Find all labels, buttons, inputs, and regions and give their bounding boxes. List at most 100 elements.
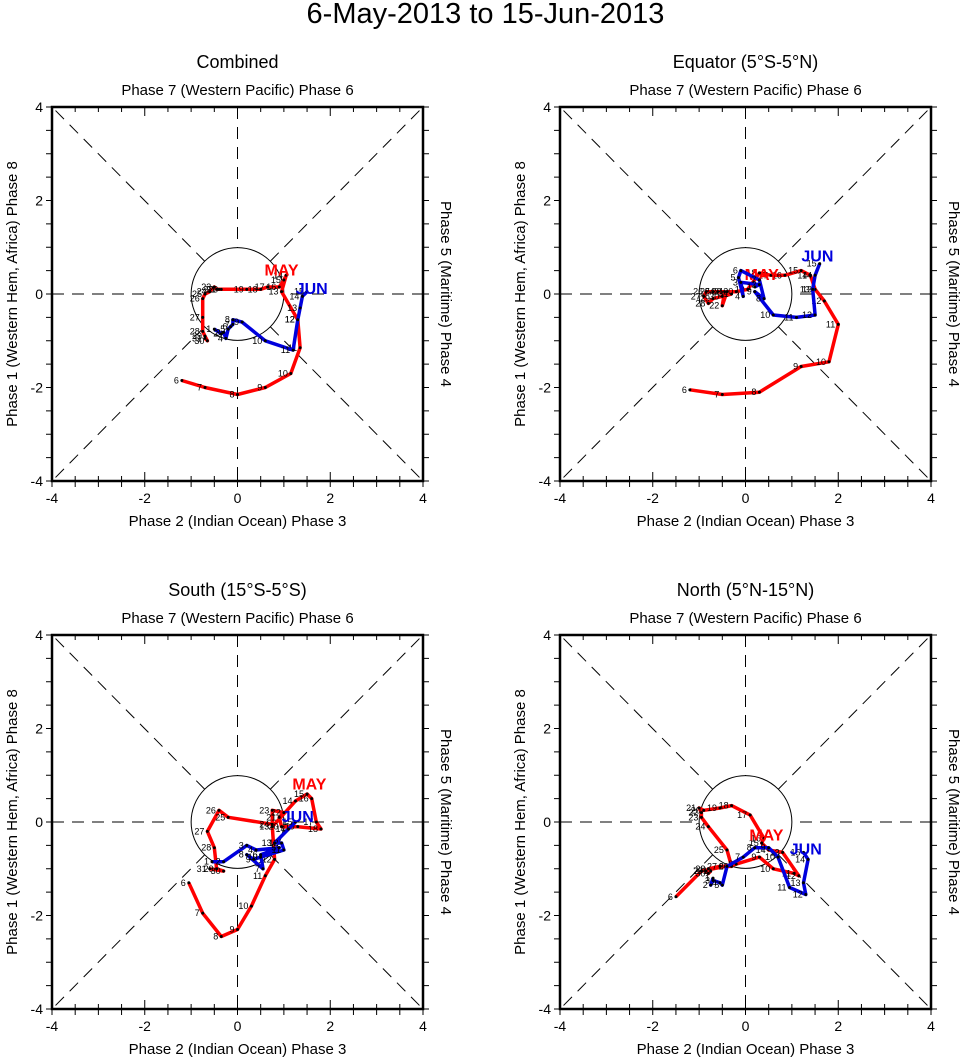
data-point: [725, 864, 729, 868]
day-label: 30: [695, 868, 705, 878]
day-label: 9: [257, 383, 262, 393]
data-point: [827, 360, 831, 364]
x-tick-label: 4: [927, 1018, 935, 1034]
day-label: 23: [259, 805, 269, 815]
day-label: 1: [705, 873, 710, 883]
x-tick-label: -4: [46, 1018, 59, 1034]
day-label: 7: [197, 383, 202, 393]
data-point: [231, 322, 235, 326]
data-point: [720, 294, 724, 298]
top-axis-label: Phase 7 (Western Pacific) Phase 6: [121, 82, 353, 99]
data-point: [252, 857, 256, 861]
day-label: 7: [735, 852, 740, 862]
x-tick-label: 4: [419, 490, 427, 506]
x-tick-label: 2: [834, 490, 842, 506]
data-point: [753, 290, 757, 294]
y-tick-label: -4: [539, 1001, 552, 1017]
y-tick-label: 2: [543, 193, 551, 209]
day-label: 4: [735, 291, 740, 301]
day-label: 16: [751, 833, 761, 843]
panel-2: Equator (5°S-5°N) Phase 7 (Western Pacifi…: [512, 52, 962, 530]
day-label: 7: [195, 908, 200, 918]
top-axis-label: Phase 7 (Western Pacific) Phase 6: [629, 82, 861, 99]
dashed-diagonal-line: [51, 106, 206, 262]
data-point: [187, 881, 191, 885]
panel-title: South (15°S-5°S): [168, 580, 306, 600]
day-label: 30: [709, 291, 719, 301]
day-label: 13: [800, 284, 810, 294]
data-point: [776, 855, 780, 859]
data-point: [795, 315, 799, 319]
data-point: [203, 292, 207, 296]
data-point: [229, 325, 233, 329]
data-point: [741, 294, 745, 298]
day-label: 15: [788, 266, 798, 276]
day-label: 9: [747, 287, 752, 297]
dashed-diagonal-line: [559, 106, 714, 262]
data-point: [208, 867, 212, 871]
data-point: [203, 336, 207, 340]
day-label: 22: [271, 808, 281, 818]
day-label: 7: [255, 864, 260, 874]
day-label: 15: [271, 275, 281, 285]
day-label: 22: [204, 284, 214, 294]
day-label: 14: [282, 796, 292, 806]
y-tick-label: -2: [539, 908, 552, 924]
y-tick-label: -4: [31, 1001, 44, 1017]
day-label: 28: [695, 298, 705, 308]
data-point: [300, 294, 304, 298]
data-point: [674, 895, 678, 899]
day-label: 14: [756, 845, 766, 855]
day-label: 3: [733, 277, 738, 287]
day-label: 9: [234, 317, 239, 327]
data-point: [706, 301, 710, 305]
day-label: 18: [719, 801, 729, 811]
data-point: [783, 273, 787, 277]
day-label: 6: [682, 385, 687, 395]
day-label: 22: [688, 808, 698, 818]
day-label: 2: [703, 880, 708, 890]
day-label: 27: [194, 826, 204, 836]
day-label: 12: [802, 310, 812, 320]
day-label: 12: [793, 889, 803, 899]
day-label: 12: [811, 296, 821, 306]
day-label: 21: [266, 812, 276, 822]
x-tick-label: 0: [742, 1018, 750, 1034]
day-label: 9: [761, 843, 766, 853]
data-point: [757, 390, 761, 394]
day-label: 30: [194, 336, 204, 346]
day-label: 31: [698, 866, 708, 876]
day-label: 10: [278, 368, 288, 378]
data-point: [801, 881, 805, 885]
day-label: 4: [712, 878, 717, 888]
data-point: [804, 892, 808, 896]
dashed-diagonal-line: [269, 106, 424, 262]
day-label: 24: [259, 819, 269, 829]
dashed-diagonal-line: [777, 106, 932, 262]
day-label: 26: [719, 861, 729, 871]
data-point: [296, 825, 300, 829]
day-label: 1: [747, 282, 752, 292]
day-label: 14: [273, 270, 283, 280]
data-point: [273, 841, 277, 845]
day-label: 18: [746, 268, 756, 278]
data-point: [261, 867, 265, 871]
day-label: 3: [239, 840, 244, 850]
data-point: [289, 371, 293, 375]
data-point: [811, 287, 815, 291]
data-point: [781, 850, 785, 854]
dashed-diagonal-line: [559, 326, 714, 482]
day-label: 30: [211, 866, 221, 876]
day-label: 29: [700, 294, 710, 304]
data-point: [222, 330, 226, 334]
day-label: 15: [294, 287, 304, 297]
day-label: 29: [192, 331, 202, 341]
day-label: 10: [760, 310, 770, 320]
y-tick-label: 0: [543, 286, 551, 302]
data-point: [737, 276, 741, 280]
data-point: [245, 843, 249, 847]
data-point: [259, 287, 263, 291]
y-tick-label: 0: [35, 814, 43, 830]
data-point: [314, 820, 318, 824]
day-label: 2: [213, 329, 218, 339]
